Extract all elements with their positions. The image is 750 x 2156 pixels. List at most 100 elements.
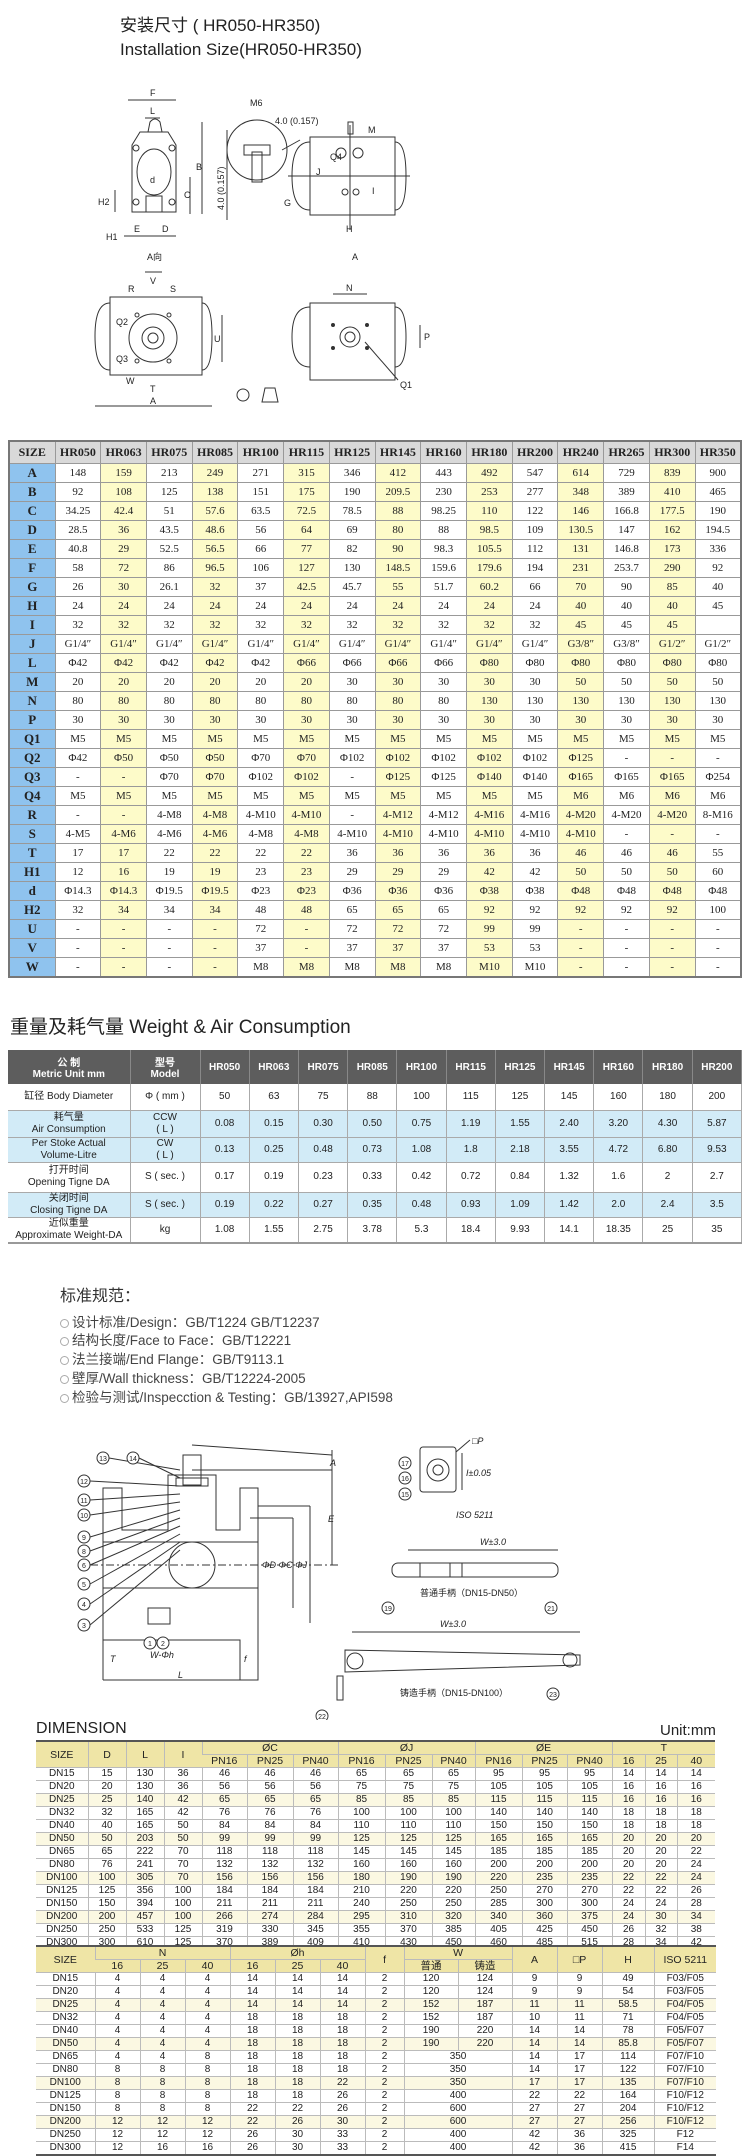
table-cell: 443 bbox=[420, 463, 467, 483]
table-cell: 60.2 bbox=[465, 577, 513, 597]
table-cell: 130 bbox=[603, 691, 650, 711]
table-cell: 180 bbox=[337, 1871, 386, 1885]
row-label: N bbox=[8, 691, 56, 711]
row-unit: S ( sec. ) bbox=[130, 1192, 201, 1218]
table-cell: 16 bbox=[184, 2141, 231, 2156]
table-cell: 24 bbox=[237, 596, 285, 616]
column-header: HR100 bbox=[396, 1050, 447, 1084]
table-row: H1 12 16 19 19 23 23 29 29 29 42 42 50 50 50 60 bbox=[8, 862, 742, 882]
table-cell: 14 bbox=[511, 2024, 558, 2038]
table-cell: 109 bbox=[511, 520, 559, 540]
table-cell: 80 bbox=[145, 691, 193, 711]
table-cell: 98.3 bbox=[420, 539, 467, 559]
unit-line: CCW bbox=[153, 1111, 177, 1123]
table-cell: 46 bbox=[603, 843, 650, 863]
installation-size-table: SIZE HR050 HR063 HR075 HR085 HR100 HR115 HR125 H… bbox=[8, 440, 742, 978]
table-cell: - bbox=[145, 957, 193, 978]
table-cell: 32 bbox=[191, 577, 239, 597]
table-cell: DN65 bbox=[36, 2050, 95, 2064]
label-J: J bbox=[316, 167, 321, 177]
label-valve-diameters: ΦD ΦC ΦJ bbox=[262, 1560, 308, 1570]
table-cell: 17 bbox=[556, 2076, 603, 2090]
table-cell: 43.5 bbox=[145, 520, 193, 540]
table-cell: 16 bbox=[139, 2141, 185, 2156]
bullet-circle-icon bbox=[60, 1356, 69, 1365]
row-unit: Φ ( mm ) bbox=[130, 1084, 201, 1111]
row-label: H1 bbox=[8, 862, 56, 882]
standard-text: 检验与测试/Inspecction & Testing：GB/13927,API… bbox=[72, 1390, 393, 1405]
table-cell: 110 bbox=[337, 1819, 386, 1833]
table-cell: 190 bbox=[384, 1871, 433, 1885]
label-handle1-W: W±3.0 bbox=[480, 1537, 506, 1547]
table-cell: 80 bbox=[420, 691, 467, 711]
table-cell: 145 bbox=[431, 1845, 476, 1859]
header-line: HR125 bbox=[504, 1061, 536, 1073]
table-cell: 84 bbox=[201, 1819, 247, 1833]
table-cell: 8 bbox=[139, 2076, 185, 2090]
table-cell: 6.80 bbox=[642, 1137, 693, 1163]
table-cell: 20 bbox=[100, 672, 147, 692]
table-cell: 110 bbox=[384, 1819, 433, 1833]
table-cell: 2 bbox=[364, 2024, 405, 2038]
table-cell: 130 bbox=[694, 691, 742, 711]
table-cell: 36 bbox=[374, 843, 422, 863]
table-cell: 900 bbox=[694, 463, 742, 483]
table-cell: DN150 bbox=[36, 2102, 95, 2116]
table-cell: 146.8 bbox=[603, 539, 650, 559]
label-line: 缸径 Body Diameter bbox=[24, 1090, 114, 1102]
table-cell: 160 bbox=[593, 1084, 644, 1111]
table-cell: 36 bbox=[420, 843, 467, 863]
callout-number: 12 bbox=[80, 1479, 88, 1486]
table-cell: 0.48 bbox=[396, 1192, 447, 1218]
table-cell: 99 bbox=[246, 1832, 293, 1846]
table-cell: 100 bbox=[694, 900, 742, 920]
table-cell: 98.25 bbox=[420, 501, 467, 521]
table-cell: 30 bbox=[191, 710, 239, 730]
table-cell: M6 bbox=[603, 786, 650, 806]
table-cell: 185 bbox=[566, 1845, 613, 1859]
table-cell: 75 bbox=[337, 1780, 386, 1794]
column-header: HR240 bbox=[557, 440, 605, 464]
header-line: 型号 bbox=[155, 1058, 175, 1069]
table-cell: 159 bbox=[100, 463, 147, 483]
label-A: A bbox=[150, 396, 156, 406]
column-header: HR075 bbox=[298, 1050, 349, 1084]
table-cell: 17 bbox=[100, 843, 147, 863]
row-label: T bbox=[8, 843, 56, 863]
table-row: DN15 15 130 36 46 46 46 65 65 65 95 95 95 14 14 14 bbox=[36, 1767, 716, 1781]
end-view bbox=[114, 99, 203, 273]
table-cell: 122 bbox=[601, 2063, 655, 2077]
table-cell: 46 bbox=[201, 1767, 247, 1781]
table-cell: 547 bbox=[511, 463, 559, 483]
standard-item: 法兰接端/End Flange：GB/T9113.1 bbox=[60, 1348, 284, 1368]
table-cell: 14 bbox=[511, 2037, 558, 2051]
table-cell: Φ48 bbox=[603, 881, 650, 901]
label-H2: H2 bbox=[98, 197, 110, 207]
table-row: DN100 100 305 70 156 156 156 180 190 190 220 235 235… bbox=[36, 1871, 716, 1885]
table-cell: 22 bbox=[644, 1871, 678, 1885]
table-cell: 150 bbox=[521, 1819, 568, 1833]
table-cell: 325 bbox=[601, 2128, 655, 2142]
table-row: I 32 32 32 32 32 32 32 32 32 32 32 45 45 45 bbox=[8, 615, 742, 635]
table-cell: 162 bbox=[648, 520, 696, 540]
callout-number: 14 bbox=[129, 1456, 137, 1463]
table-cell: 40 bbox=[648, 596, 696, 616]
table-cell: 56 bbox=[201, 1780, 247, 1794]
table-cell: 71 bbox=[601, 2011, 655, 2025]
row-label: G bbox=[8, 577, 56, 597]
table-cell: 22 bbox=[191, 843, 239, 863]
table-cell: 179.6 bbox=[465, 558, 513, 578]
table-cell: F14 bbox=[653, 2141, 717, 2156]
table-cell: 48.6 bbox=[191, 520, 239, 540]
table-cell: M5 bbox=[557, 729, 605, 749]
column-header: HR145 bbox=[544, 1050, 595, 1084]
label-A-arrow: A bbox=[352, 252, 358, 262]
table-cell: 12 bbox=[184, 2115, 231, 2129]
table-cell: 4-M20 bbox=[648, 805, 696, 825]
table-cell: Φ42 bbox=[100, 653, 147, 673]
standard-item: 检验与测试/Inspecction & Testing：GB/13927,API… bbox=[60, 1386, 393, 1406]
table-cell: 187 bbox=[457, 2011, 513, 2025]
table-cell: 115 bbox=[566, 1793, 613, 1807]
table-cell: 52.5 bbox=[145, 539, 193, 559]
